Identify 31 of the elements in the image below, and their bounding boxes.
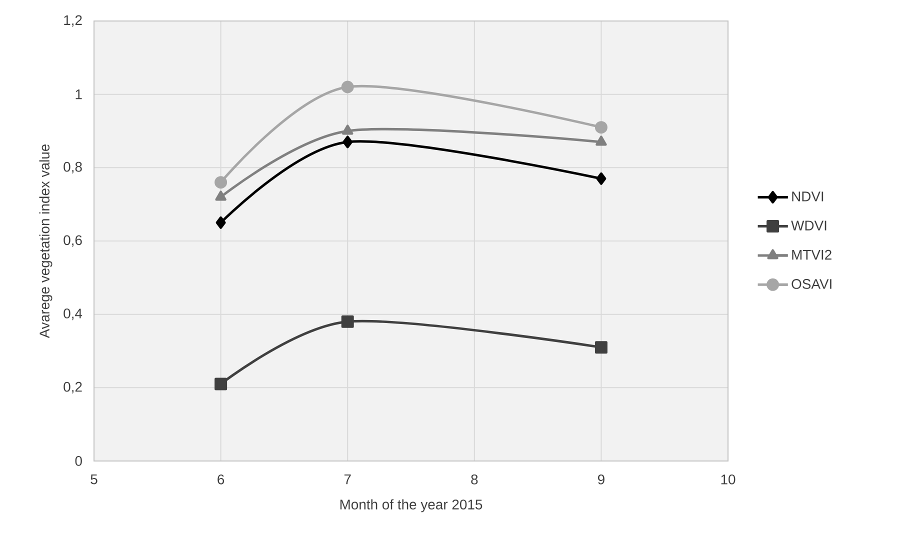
x-tick-label: 8 (471, 474, 478, 484)
point (215, 190, 226, 201)
y-tick-label: 0,2 (64, 382, 82, 394)
y-tick-label: 1,2 (64, 15, 82, 27)
legend-label: MTVI2 (792, 250, 832, 260)
x-tick-label: 7 (344, 474, 351, 484)
legend-label: NDVI (792, 192, 824, 202)
point (341, 80, 354, 94)
x-axis-title: Month of the year 2015 (340, 499, 482, 512)
y-tick-label: 0,6 (64, 235, 82, 247)
y-tick-label: 0 (75, 456, 82, 466)
point (596, 172, 606, 185)
point (341, 315, 354, 328)
x-tick-label: 6 (218, 474, 224, 484)
x-tick-label: 5 (90, 474, 98, 484)
point (342, 124, 354, 135)
point (594, 341, 608, 354)
point (214, 176, 228, 189)
point (216, 216, 226, 229)
y-axis-title: Avarege vegetation index value (39, 144, 52, 338)
point (214, 378, 228, 390)
legend-label: WDVI (791, 220, 826, 230)
x-tick-label: 10 (721, 474, 736, 484)
legend-label: OSAVI (792, 279, 832, 289)
y-tick-label: 0,8 (64, 162, 82, 174)
y-tick-label: 0,4 (64, 308, 82, 320)
x-tick-label: 9 (598, 474, 604, 484)
point (596, 136, 607, 146)
point (594, 121, 608, 134)
y-tick-label: 1 (76, 90, 82, 100)
point (342, 136, 353, 148)
